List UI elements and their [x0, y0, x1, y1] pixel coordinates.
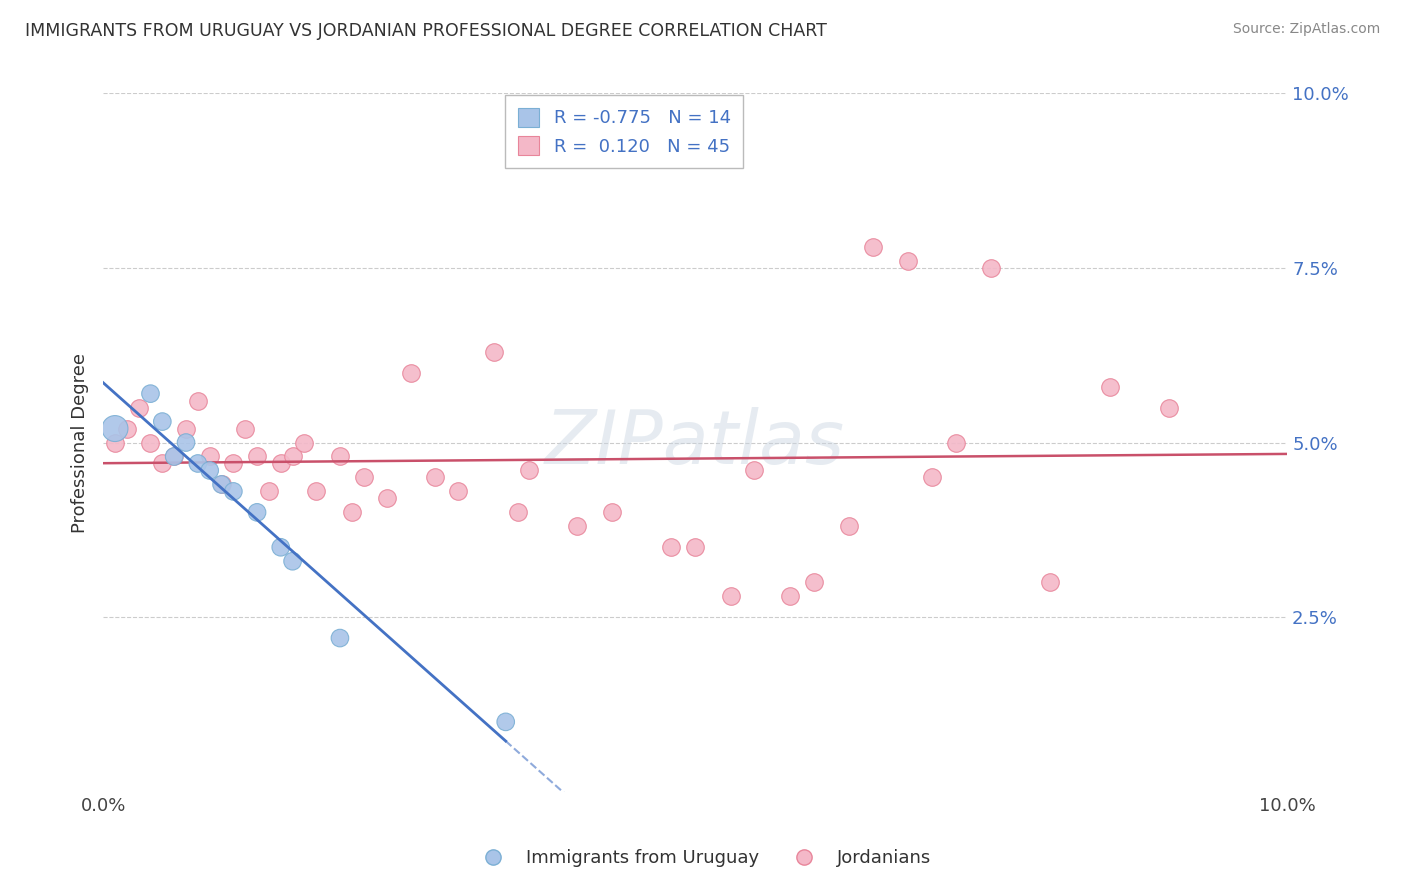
Text: Source: ZipAtlas.com: Source: ZipAtlas.com [1233, 22, 1381, 37]
Point [281, 450, 304, 464]
Point [399, 366, 422, 380]
Point [270, 541, 292, 555]
Point [246, 450, 269, 464]
Point [980, 260, 1002, 275]
Point [104, 435, 127, 450]
Point [104, 421, 127, 435]
Point [270, 457, 292, 471]
Point [246, 505, 269, 519]
Point [198, 463, 221, 477]
Point [115, 421, 138, 435]
Point [506, 505, 529, 519]
Point [423, 470, 446, 484]
Point [139, 435, 162, 450]
Point [1157, 401, 1180, 415]
Point [803, 575, 825, 590]
Point [128, 401, 150, 415]
Point [838, 519, 860, 533]
Point [661, 541, 683, 555]
Point [779, 589, 801, 603]
Text: IMMIGRANTS FROM URUGUAY VS JORDANIAN PROFESSIONAL DEGREE CORRELATION CHART: IMMIGRANTS FROM URUGUAY VS JORDANIAN PRO… [25, 22, 827, 40]
Point [174, 435, 197, 450]
Point [862, 240, 884, 254]
Point [257, 484, 280, 499]
Point [329, 631, 352, 645]
Point [174, 421, 197, 435]
Point [375, 491, 398, 506]
Point [329, 450, 352, 464]
Point [1039, 575, 1062, 590]
Text: ZIPatlas: ZIPatlas [546, 407, 845, 478]
Point [720, 589, 742, 603]
Point [198, 450, 221, 464]
Point [139, 386, 162, 401]
Point [447, 484, 470, 499]
Point [921, 470, 943, 484]
Point [163, 450, 186, 464]
Point [1098, 379, 1121, 393]
Point [744, 463, 766, 477]
Point [222, 457, 245, 471]
Point [211, 477, 233, 491]
Point [187, 457, 209, 471]
Point [150, 457, 173, 471]
Point [340, 505, 363, 519]
Point [353, 470, 375, 484]
Point [565, 519, 588, 533]
Point [495, 714, 517, 729]
Point [897, 254, 920, 268]
Point [150, 415, 173, 429]
Point [683, 541, 706, 555]
Point [211, 477, 233, 491]
Point [294, 435, 316, 450]
Point [281, 554, 304, 568]
Y-axis label: Professional Degree: Professional Degree [72, 352, 89, 533]
Legend: Immigrants from Uruguay, Jordanians: Immigrants from Uruguay, Jordanians [468, 842, 938, 874]
Point [233, 421, 256, 435]
Point [163, 450, 186, 464]
Point [305, 484, 328, 499]
Point [600, 505, 623, 519]
Point [482, 344, 505, 359]
Point [519, 463, 541, 477]
Point [187, 393, 209, 408]
Legend: R = -0.775   N = 14, R =  0.120   N = 45: R = -0.775 N = 14, R = 0.120 N = 45 [505, 95, 744, 169]
Point [222, 484, 245, 499]
Point [945, 435, 967, 450]
